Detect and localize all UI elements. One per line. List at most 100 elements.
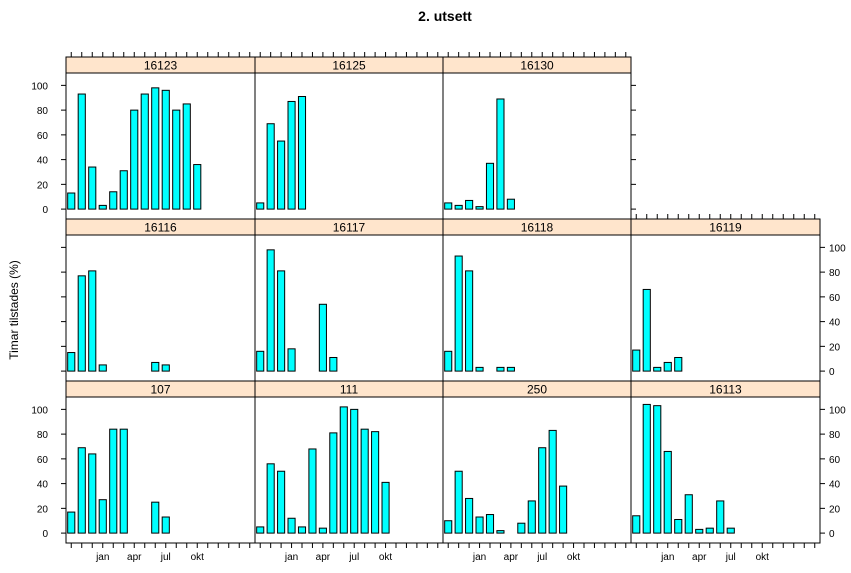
x-tick-label: apr — [504, 552, 519, 563]
x-tick-label: jul — [725, 552, 736, 563]
y-tick-label: 60 — [829, 293, 841, 304]
y-tick-label: 60 — [829, 455, 841, 466]
y-tick-label: 0 — [829, 529, 835, 540]
panel-strip-label: 16130 — [520, 59, 554, 73]
y-tick-label: 20 — [829, 504, 841, 515]
panel-frame — [631, 235, 820, 381]
x-tick-label: apr — [316, 552, 331, 563]
x-tick-label: okt — [379, 552, 393, 563]
y-tick-label: 40 — [829, 480, 841, 491]
x-tick-label: apr — [127, 552, 142, 563]
panel-16125: 16125 — [255, 52, 443, 219]
bar — [654, 406, 661, 533]
x-tick-label: jul — [348, 552, 359, 563]
y-tick-label: 100 — [829, 405, 846, 416]
panel-16116: 16116 — [61, 219, 255, 381]
bar — [476, 367, 483, 371]
bar — [162, 365, 169, 371]
bar — [706, 528, 713, 533]
bar — [298, 97, 305, 210]
bar — [131, 110, 138, 209]
bar — [455, 471, 462, 533]
y-tick-label: 20 — [37, 180, 49, 191]
bar — [298, 527, 305, 533]
panel-strip-label: 111 — [340, 383, 359, 397]
bar — [643, 404, 650, 533]
panel-strip-label: 16113 — [709, 383, 742, 397]
bar — [288, 349, 295, 371]
x-tick-label: jan — [284, 552, 298, 563]
panel-strip-label: 16123 — [144, 59, 178, 73]
panel-111: 111 jan apr jul okt — [255, 381, 443, 563]
bar — [717, 501, 724, 533]
bar — [518, 523, 525, 533]
bar — [685, 495, 692, 533]
bar — [696, 529, 703, 533]
bar — [288, 518, 295, 533]
bar — [68, 193, 75, 209]
bar — [89, 271, 96, 371]
panel-strip-label: 16125 — [332, 59, 366, 73]
panel-strip-label: 16117 — [333, 221, 366, 235]
panel-strip-label: 16119 — [709, 221, 742, 235]
bar — [361, 429, 368, 533]
bar — [152, 502, 159, 533]
bar — [288, 101, 295, 209]
bar — [110, 192, 117, 209]
bar — [330, 433, 337, 533]
bar — [120, 429, 127, 533]
bar — [257, 527, 264, 533]
bar — [466, 271, 473, 371]
bar — [173, 110, 180, 209]
x-tick-label: okt — [756, 552, 770, 563]
bar — [664, 362, 671, 371]
bar — [162, 90, 169, 209]
bar — [445, 351, 452, 371]
bar — [486, 515, 493, 534]
bar — [486, 163, 493, 209]
y-tick-label: 80 — [37, 106, 49, 117]
bar — [643, 289, 650, 371]
bar — [89, 167, 96, 209]
bar — [497, 99, 504, 209]
bar — [267, 464, 274, 533]
y-tick-label: 0 — [829, 367, 835, 378]
x-tick-label: okt — [191, 552, 205, 563]
y-tick-label: 80 — [37, 430, 49, 441]
bar — [319, 304, 326, 371]
bar — [257, 203, 264, 209]
panel-16130: 16130 — [443, 52, 636, 219]
y-tick-label: 40 — [37, 156, 49, 167]
bar — [162, 517, 169, 533]
y-tick-label: 40 — [829, 318, 841, 329]
x-tick-label: jul — [160, 552, 171, 563]
bar — [507, 199, 514, 209]
bar — [664, 451, 671, 533]
x-tick-label: jan — [660, 552, 674, 563]
bar — [528, 501, 535, 533]
panel-strip-label: 107 — [150, 383, 170, 397]
bar — [68, 353, 75, 372]
panel-16117: 16117 — [255, 219, 443, 381]
bar — [476, 517, 483, 533]
bar — [78, 276, 85, 371]
bar — [560, 486, 567, 533]
bar — [633, 516, 640, 533]
y-axis-label: Timar tilstades (%) — [7, 260, 21, 360]
bar — [372, 432, 379, 533]
bar — [78, 94, 85, 209]
y-tick-label: 60 — [37, 455, 49, 466]
bar — [278, 271, 285, 371]
bar — [497, 531, 504, 533]
bar — [278, 141, 285, 209]
bar — [309, 449, 316, 533]
bar — [675, 519, 682, 533]
x-tick-label: jul — [536, 552, 547, 563]
x-tick-label: okt — [567, 552, 581, 563]
bar — [330, 357, 337, 371]
y-tick-label: 80 — [829, 268, 841, 279]
bar — [99, 365, 106, 371]
bar — [539, 448, 546, 533]
y-tick-label: 100 — [31, 81, 48, 92]
bar — [120, 171, 127, 209]
